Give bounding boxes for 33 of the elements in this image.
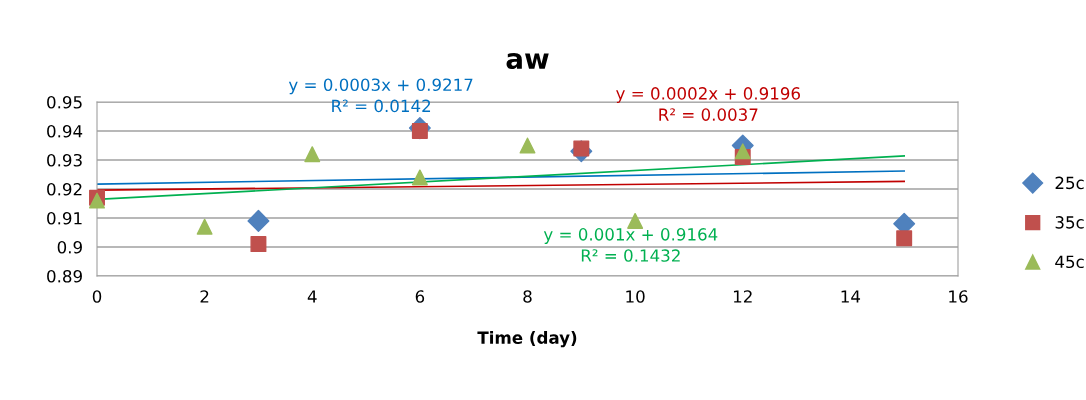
y-tick-label: 0.89 <box>47 269 82 283</box>
point <box>734 143 751 160</box>
x-tick-label: 0 <box>92 290 102 303</box>
annotation: y = 0.0003x + 0.9217 R² = 0.0142 <box>288 78 473 113</box>
y-tick-label: 0.93 <box>47 153 82 167</box>
point <box>627 212 644 229</box>
point <box>411 169 428 186</box>
x-tick-label: 16 <box>949 290 968 303</box>
point <box>196 218 213 235</box>
annotation: y = 0.001x + 0.9164 R² = 0.1432 <box>543 228 718 262</box>
x-axis-title: Time (day) <box>477 331 577 348</box>
x-tick-label: 6 <box>415 290 425 303</box>
x-tick-label: 8 <box>523 290 532 303</box>
x-tick-label: 2 <box>200 290 209 303</box>
y-tick-label: 0.91 <box>47 211 82 225</box>
point <box>519 137 536 154</box>
point <box>250 236 267 253</box>
chart-title: aw <box>506 53 549 70</box>
point <box>247 209 270 232</box>
legend-label: 25c <box>1055 176 1084 190</box>
point <box>304 146 321 163</box>
legend-label: 35c <box>1055 216 1084 229</box>
legend-label: 45c <box>1055 255 1084 269</box>
y-tick-label: 0.9 <box>57 240 82 254</box>
y-tick-label: 0.94 <box>47 124 83 138</box>
x-tick-label: 4 <box>307 290 317 303</box>
x-tick-label: 10 <box>626 290 645 303</box>
y-tick-label: 0.92 <box>47 182 82 196</box>
annotation: y = 0.0002x + 0.9196 R² = 0.0037 <box>616 87 800 121</box>
x-tick-label: 14 <box>841 290 861 303</box>
point <box>896 230 913 247</box>
x-tick-label: 12 <box>733 290 752 303</box>
y-tick-label: 0.95 <box>47 95 82 109</box>
